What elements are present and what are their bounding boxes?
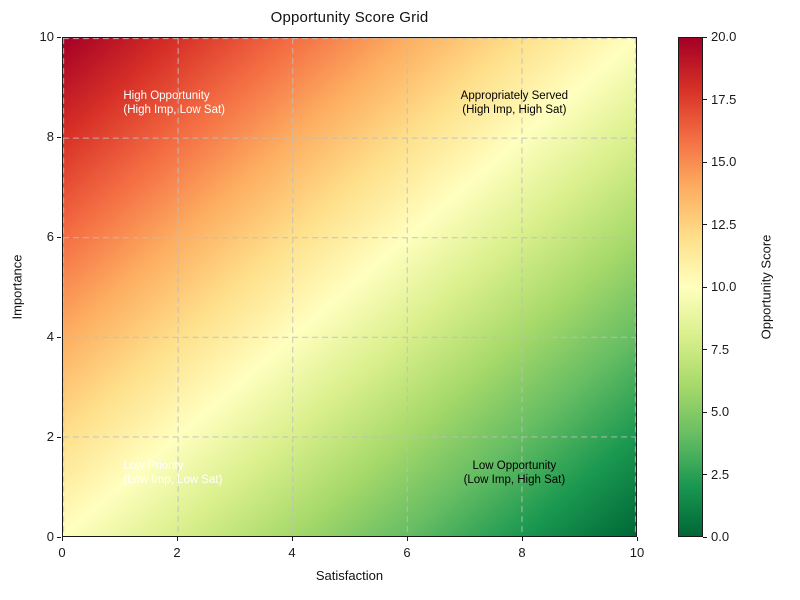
x-tick-mark bbox=[291, 537, 293, 541]
colorbar-label: Opportunity Score bbox=[758, 234, 774, 340]
y-tick-label: 4 bbox=[46, 329, 54, 344]
annotation-high-opportunity: High Opportunity (High Imp, Low Sat) bbox=[123, 89, 225, 117]
annotation-line1: Low Opportunity bbox=[472, 460, 557, 472]
colorbar-tick-label: 20.0 bbox=[711, 29, 737, 44]
colorbar-tick-mark bbox=[703, 474, 707, 475]
heatmap-canvas bbox=[63, 38, 636, 536]
colorbar-tick-label: 5.0 bbox=[711, 404, 730, 419]
annotation-line2: (Low Imp, High Sat) bbox=[463, 474, 566, 486]
colorbar-tick-label: 7.5 bbox=[711, 341, 730, 357]
colorbar-tick-mark bbox=[703, 286, 707, 288]
x-tick-label: 10 bbox=[629, 545, 645, 560]
y-tick-mark bbox=[57, 236, 61, 238]
y-tick-mark bbox=[57, 436, 61, 438]
annotation-appropriately-served: Appropriately Served (High Imp, High Sat… bbox=[461, 89, 568, 117]
y-tick-mark bbox=[57, 36, 61, 38]
x-tick-label: 6 bbox=[403, 545, 411, 560]
colorbar-tick-label: 12.5 bbox=[711, 216, 737, 232]
x-tick-mark bbox=[61, 537, 63, 541]
y-tick-mark bbox=[57, 336, 61, 338]
x-tick-label: 4 bbox=[288, 545, 296, 560]
y-tick-label: 0 bbox=[46, 529, 54, 544]
y-axis-label: Importance bbox=[9, 254, 25, 320]
plot-area: High Opportunity (High Imp, Low Sat) App… bbox=[62, 37, 637, 537]
colorbar-tick-label: 2.5 bbox=[711, 466, 730, 482]
annotation-line2: (Low Imp, Low Sat) bbox=[123, 474, 223, 486]
y-tick-mark bbox=[57, 536, 61, 538]
colorbar-tick-mark bbox=[703, 349, 707, 350]
colorbar-tick-mark bbox=[703, 224, 707, 225]
colorbar-tick-label: 10.0 bbox=[711, 279, 737, 294]
annotation-line1: High Opportunity bbox=[123, 90, 210, 102]
annotation-low-priority: Low Priority (Low Imp, Low Sat) bbox=[123, 459, 222, 487]
x-tick-label: 2 bbox=[173, 545, 181, 560]
colorbar-tick-mark bbox=[703, 36, 707, 38]
colorbar-tick-mark bbox=[703, 99, 707, 100]
annotation-line2: (High Imp, Low Sat) bbox=[123, 104, 225, 116]
colorbar bbox=[678, 37, 703, 537]
y-tick-mark bbox=[57, 136, 61, 138]
colorbar-tick-label: 15.0 bbox=[711, 154, 737, 169]
colorbar-tick-mark bbox=[703, 536, 707, 538]
colorbar-tick-mark bbox=[703, 161, 707, 163]
x-tick-label: 0 bbox=[58, 545, 66, 560]
x-tick-label: 8 bbox=[518, 545, 526, 560]
colorbar-tick-label: 17.5 bbox=[711, 91, 737, 107]
annotation-line1: Low Priority bbox=[123, 460, 184, 472]
chart-title: Opportunity Score Grid bbox=[270, 9, 429, 26]
x-tick-mark bbox=[176, 537, 178, 541]
y-tick-label: 2 bbox=[46, 429, 54, 444]
colorbar-tick-label: 0.0 bbox=[711, 529, 730, 544]
y-tick-label: 6 bbox=[46, 229, 54, 244]
annotation-line1: Appropriately Served bbox=[460, 90, 569, 102]
colorbar-canvas bbox=[679, 38, 702, 536]
annotation-low-opportunity: Low Opportunity (Low Imp, High Sat) bbox=[464, 459, 566, 487]
annotation-line2: (High Imp, High Sat) bbox=[462, 104, 567, 116]
x-tick-mark bbox=[636, 537, 638, 541]
x-tick-mark bbox=[521, 537, 523, 541]
y-tick-label: 8 bbox=[46, 129, 54, 144]
y-tick-label: 10 bbox=[39, 29, 54, 44]
x-tick-mark bbox=[406, 537, 408, 541]
x-axis-label: Satisfaction bbox=[315, 568, 384, 583]
colorbar-tick-mark bbox=[703, 411, 707, 413]
